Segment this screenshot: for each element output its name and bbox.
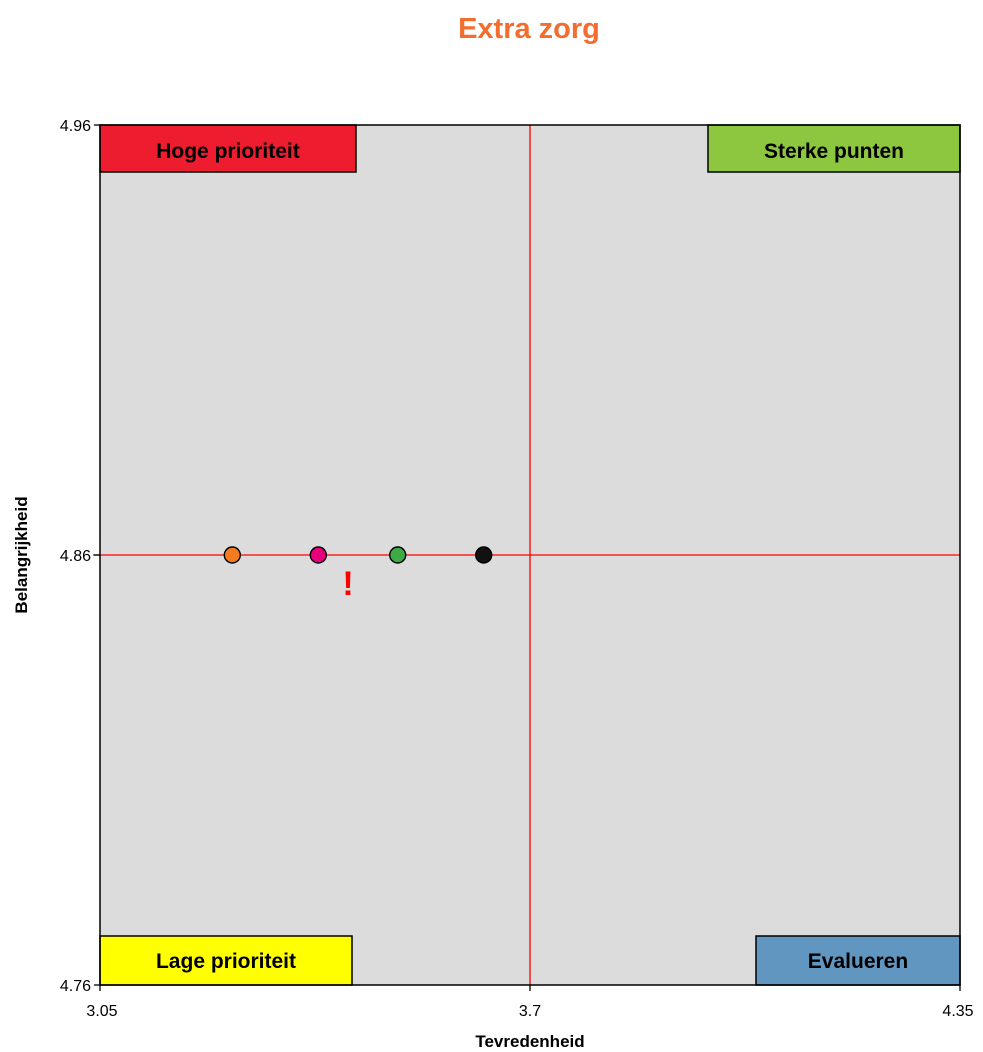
data-point-1 <box>223 546 242 564</box>
x-tick-label: 3.7 <box>519 1003 541 1020</box>
chart-title: Extra zorg <box>458 13 600 45</box>
quadrant-bottom-left-label: Lage prioriteit <box>156 950 296 973</box>
data-point-3 <box>388 546 407 564</box>
quadrant-bottom-left: Lage prioriteit <box>99 935 353 986</box>
data-point-4 <box>474 546 493 564</box>
x-axis-ticks: 3.05 3.7 4.35 <box>86 985 974 1020</box>
quadrant-bottom-right: Evalueren <box>755 935 961 986</box>
annotation-exclamation: ! <box>342 565 353 603</box>
quadrant-top-right: Sterke punten <box>707 124 961 173</box>
y-tick-label: 4.76 <box>60 978 91 995</box>
x-tick-label: 4.35 <box>942 1003 973 1020</box>
quadrant-top-left: Hoge prioriteit <box>99 124 357 173</box>
quadrant-bottom-right-label: Evalueren <box>808 950 908 973</box>
data-point-2 <box>309 546 328 564</box>
data-points <box>223 546 493 564</box>
quadrant-top-left-label: Hoge prioriteit <box>156 140 300 163</box>
quadrant-top-left-box <box>99 124 357 173</box>
quadrant-top-right-label: Sterke punten <box>764 140 904 163</box>
y-tick-label: 4.96 <box>60 118 91 135</box>
y-axis-ticks: 4.96 4.86 4.76 <box>60 118 100 995</box>
x-axis-label: Tevredenheid <box>475 1032 584 1051</box>
y-tick-label: 4.86 <box>60 548 91 565</box>
y-axis-label: Belangrijkheid <box>12 496 31 613</box>
quadrant-bottom-left-box <box>99 935 353 986</box>
x-tick-label: 3.05 <box>86 1003 117 1020</box>
